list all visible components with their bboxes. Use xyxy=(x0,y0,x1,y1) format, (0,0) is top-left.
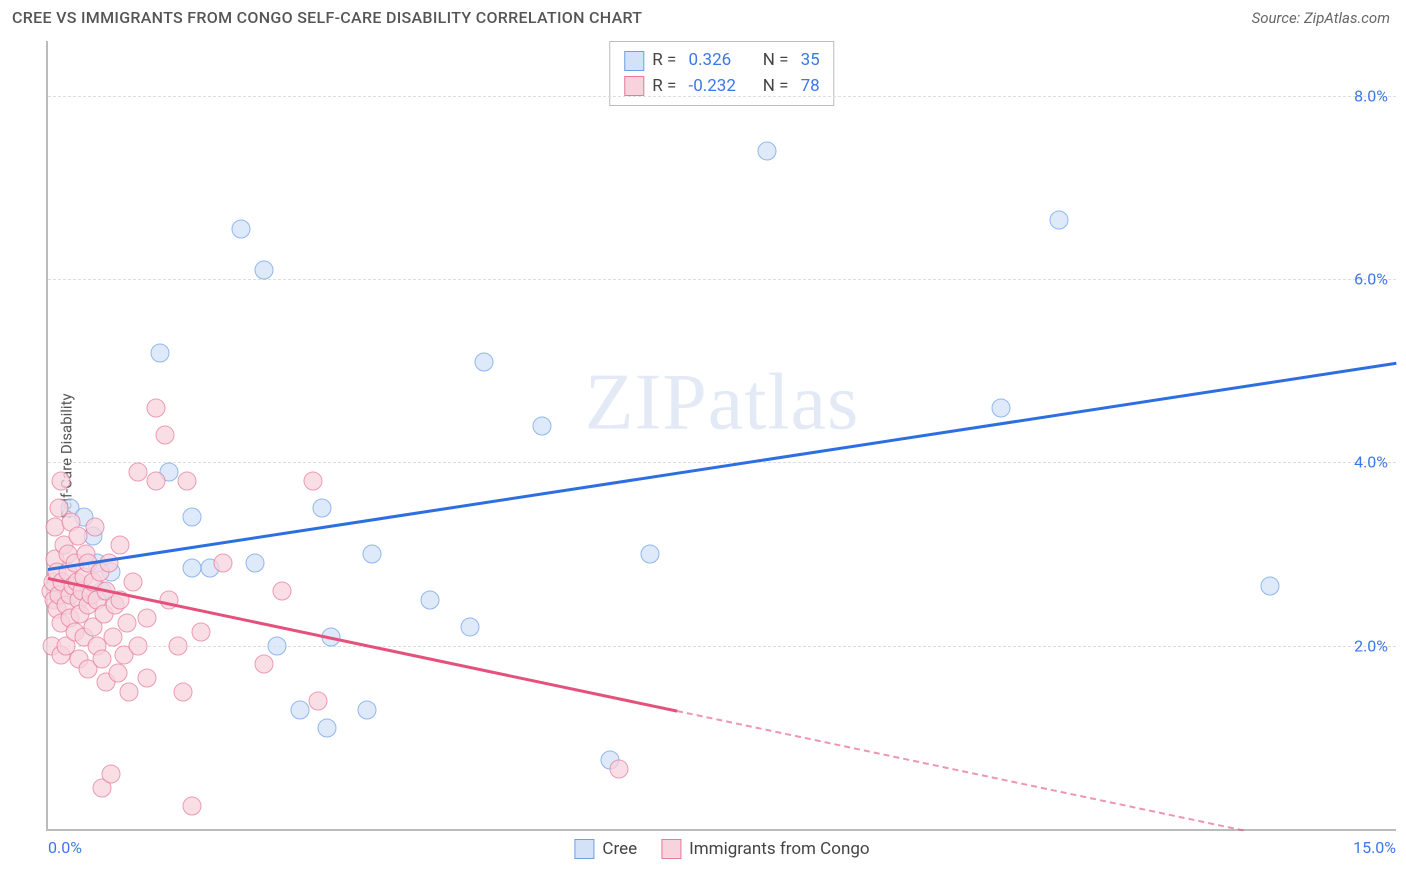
data-point xyxy=(304,471,323,490)
legend-label: Immigrants from Congo xyxy=(689,839,869,859)
data-point xyxy=(182,508,201,527)
data-point xyxy=(146,398,165,417)
data-point xyxy=(245,554,264,573)
data-point xyxy=(214,554,233,573)
data-point xyxy=(254,261,273,280)
data-point xyxy=(362,545,381,564)
y-tick-label: 8.0% xyxy=(1354,86,1388,105)
data-point xyxy=(103,627,122,646)
data-point xyxy=(533,416,552,435)
data-point xyxy=(420,590,439,609)
data-point xyxy=(155,426,174,445)
data-point xyxy=(173,682,192,701)
legend-label: Cree xyxy=(602,839,637,859)
legend-stat-row: R = 0.326 N = 35 xyxy=(624,48,819,74)
data-point xyxy=(109,664,128,683)
data-point xyxy=(118,613,137,632)
gridline xyxy=(48,279,1396,280)
data-point xyxy=(169,636,188,655)
data-point xyxy=(290,700,309,719)
data-point xyxy=(254,655,273,674)
watermark: ZIPatlas xyxy=(585,358,860,449)
data-point xyxy=(232,219,251,238)
legend-n-label: N = xyxy=(759,48,793,74)
data-point xyxy=(609,760,628,779)
chart-header: CREE VS IMMIGRANTS FROM CONGO SELF-CARE … xyxy=(0,0,1406,31)
data-point xyxy=(128,462,147,481)
data-point xyxy=(92,650,111,669)
data-point xyxy=(1261,577,1280,596)
data-point xyxy=(151,343,170,362)
data-point xyxy=(757,141,776,160)
data-point xyxy=(124,572,143,591)
legend-swatch xyxy=(624,76,644,96)
watermark-brand: ZIP xyxy=(585,359,708,447)
data-point xyxy=(146,471,165,490)
data-point xyxy=(128,636,147,655)
data-point xyxy=(119,682,138,701)
x-tick-label: 15.0% xyxy=(1353,838,1396,857)
data-point xyxy=(461,618,480,637)
legend-item: Cree xyxy=(574,839,637,859)
chart-source: Source: ZipAtlas.com xyxy=(1252,9,1390,27)
data-point xyxy=(308,691,327,710)
data-point xyxy=(178,471,197,490)
data-point xyxy=(110,535,129,554)
chart-area: Self-Care Disability ZIPatlas R = 0.326 … xyxy=(0,31,1406,881)
legend-n-value: 35 xyxy=(801,48,820,74)
data-point xyxy=(137,668,156,687)
gridline xyxy=(48,96,1396,97)
data-point xyxy=(1050,210,1069,229)
y-tick-label: 2.0% xyxy=(1354,636,1388,655)
data-point xyxy=(317,719,336,738)
trend-line xyxy=(48,362,1396,571)
trend-line xyxy=(677,710,1244,831)
data-point xyxy=(268,636,287,655)
legend-item: Immigrants from Congo xyxy=(661,839,869,859)
legend-r-label: R = xyxy=(652,48,680,74)
data-point xyxy=(474,352,493,371)
watermark-suffix: atlas xyxy=(708,359,860,447)
data-point xyxy=(991,398,1010,417)
legend-swatch xyxy=(661,839,681,859)
legend-swatch xyxy=(624,51,644,71)
data-point xyxy=(182,558,201,577)
plot-region: ZIPatlas R = 0.326 N = 35R = -0.232 N = … xyxy=(46,41,1396,831)
data-point xyxy=(182,797,201,816)
gridline xyxy=(48,646,1396,647)
series-legend: Cree Immigrants from Congo xyxy=(574,839,869,859)
data-point xyxy=(85,517,104,536)
x-tick-label: 0.0% xyxy=(48,838,82,857)
data-point xyxy=(101,765,120,784)
data-point xyxy=(313,499,332,518)
data-point xyxy=(68,526,87,545)
data-point xyxy=(51,471,70,490)
data-point xyxy=(641,545,660,564)
y-tick-label: 4.0% xyxy=(1354,453,1388,472)
data-point xyxy=(358,700,377,719)
data-point xyxy=(191,623,210,642)
y-tick-label: 6.0% xyxy=(1354,270,1388,289)
legend-swatch xyxy=(574,839,594,859)
legend-r-value: 0.326 xyxy=(689,48,751,74)
data-point xyxy=(137,609,156,628)
data-point xyxy=(272,581,291,600)
chart-title: CREE VS IMMIGRANTS FROM CONGO SELF-CARE … xyxy=(12,8,642,27)
gridline xyxy=(48,462,1396,463)
